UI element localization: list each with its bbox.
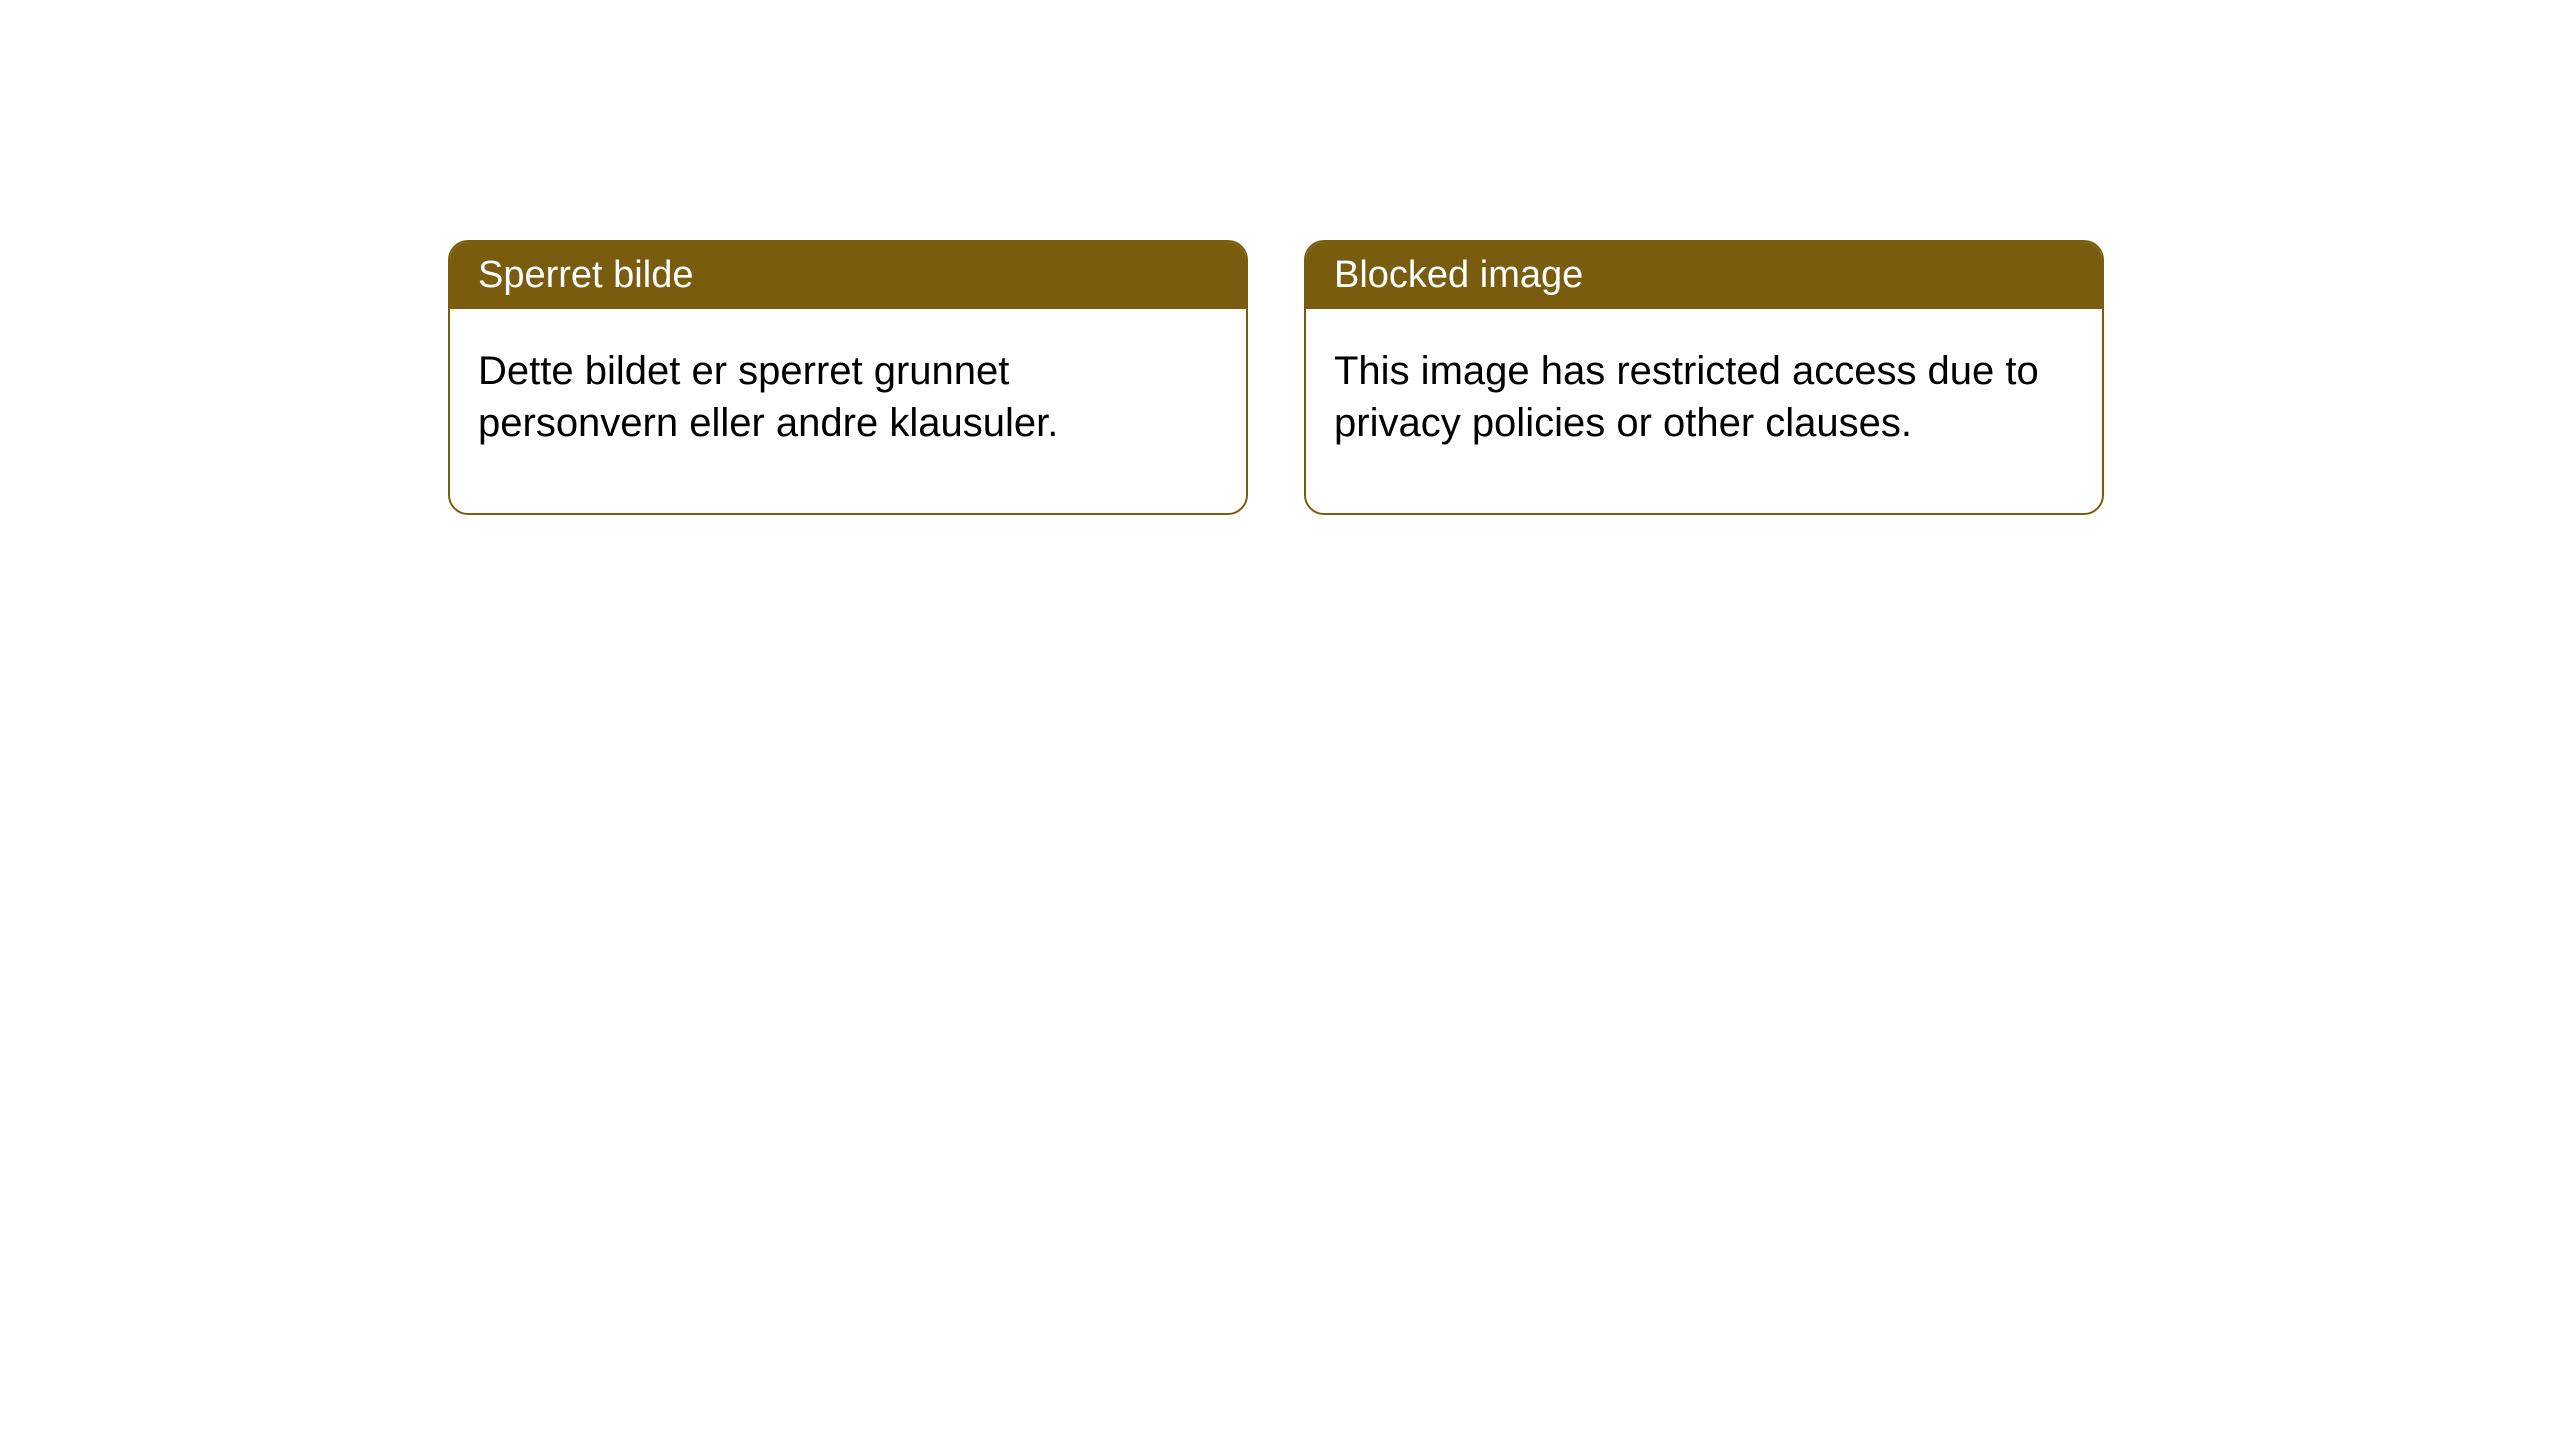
notice-card-english: Blocked image This image has restricted … [1304,240,2104,515]
notice-cards-container: Sperret bilde Dette bildet er sperret gr… [448,240,2560,515]
notice-card-norwegian: Sperret bilde Dette bildet er sperret gr… [448,240,1248,515]
notice-card-message: This image has restricted access due to … [1334,349,2039,445]
notice-card-header: Blocked image [1306,242,2102,309]
notice-card-header: Sperret bilde [450,242,1246,309]
notice-card-body: This image has restricted access due to … [1306,309,2102,513]
notice-card-body: Dette bildet er sperret grunnet personve… [450,309,1246,513]
notice-card-title: Blocked image [1334,254,1583,296]
notice-card-message: Dette bildet er sperret grunnet personve… [478,349,1058,445]
notice-card-title: Sperret bilde [478,254,693,296]
